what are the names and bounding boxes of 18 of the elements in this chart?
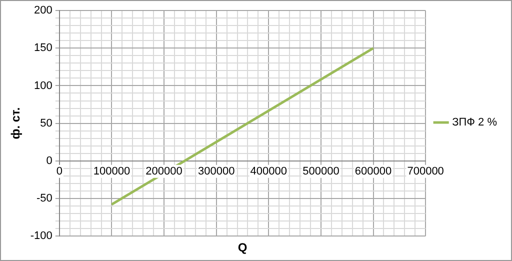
x-tick-label: 300000 xyxy=(198,165,235,178)
y-tick-label: 100 xyxy=(34,80,52,92)
x-tick-label: 600000 xyxy=(354,165,392,178)
x-tick-label: 0 xyxy=(56,165,62,178)
y-axis-title: ф. ст. xyxy=(8,107,23,140)
x-tick-label: 500000 xyxy=(302,165,340,178)
y-tick-label: 200 xyxy=(34,4,52,17)
y-tick-label: 150 xyxy=(34,42,52,54)
y-tick-label: -100 xyxy=(30,230,52,242)
x-tick-label: 100000 xyxy=(93,165,130,178)
y-tick-label: 50 xyxy=(40,117,52,130)
legend-label: ЗПФ 2 % xyxy=(452,116,498,129)
x-tick-label: 200000 xyxy=(146,165,182,178)
x-tick-label: 700000 xyxy=(407,165,444,178)
x-tick-label: 400000 xyxy=(250,165,288,178)
y-tick-label: -50 xyxy=(36,192,52,204)
y-tick-label: 0 xyxy=(46,154,52,167)
x-axis-title: Q xyxy=(238,240,248,254)
